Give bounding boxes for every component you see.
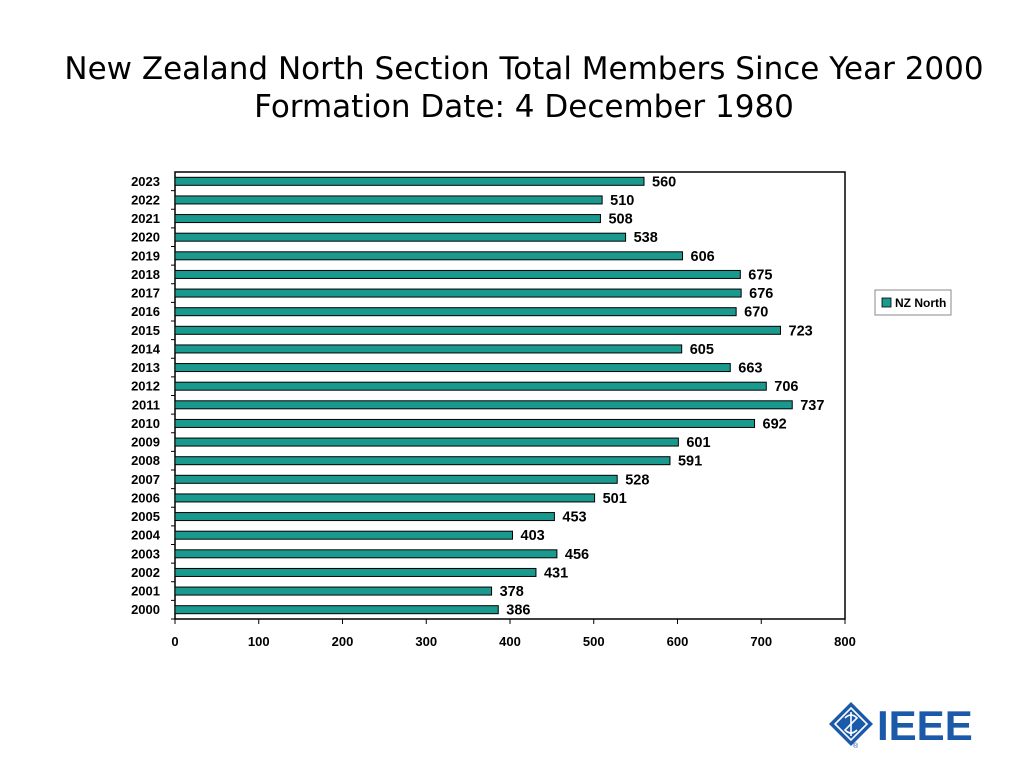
plot-area: [174, 171, 846, 620]
ieee-logo-text: IEEE: [877, 702, 973, 749]
data-label-2014: 605: [690, 342, 714, 358]
bar-2010: [174, 418, 756, 428]
y-tick-label-2007: 2007: [131, 472, 160, 487]
data-label-2004: 403: [521, 528, 545, 544]
legend-entry: NZ North: [895, 296, 946, 310]
data-label-2011: 737: [800, 398, 824, 414]
bar-2003: [174, 549, 558, 559]
bar-2013: [174, 363, 731, 373]
y-tick-label-2012: 2012: [131, 379, 160, 394]
y-tick-label-2009: 2009: [131, 435, 160, 450]
bar-2012: [174, 381, 767, 391]
bar-2021: [174, 214, 601, 224]
data-label-2005: 453: [562, 510, 586, 526]
bar-2018: [174, 269, 741, 279]
bar-2006: [174, 493, 596, 503]
y-tick-label-2010: 2010: [131, 416, 160, 431]
bar-2001: [174, 586, 493, 596]
data-label-2020: 538: [634, 230, 658, 246]
data-label-2017: 676: [749, 286, 773, 302]
data-label-2019: 606: [691, 249, 715, 265]
data-label-2013: 663: [738, 361, 762, 377]
bar-2014: [174, 344, 683, 354]
ieee-diamond-icon: [829, 702, 873, 746]
x-tick-label-800: 800: [834, 634, 856, 649]
data-label-2002: 431: [544, 565, 568, 581]
data-label-2003: 456: [565, 547, 589, 563]
chart-title-line-1: New Zealand North Section Total Members …: [64, 51, 984, 87]
bar-2015: [174, 325, 782, 335]
y-tick-label-2015: 2015: [131, 323, 160, 338]
legend: NZ North: [874, 289, 952, 316]
data-label-2018: 675: [748, 267, 772, 283]
legend-swatch: [881, 297, 892, 308]
bar-2023: [174, 176, 645, 186]
data-label-2009: 601: [686, 435, 710, 451]
ieee-logo: IEEE ®: [829, 702, 973, 750]
x-tick-label-500: 500: [583, 634, 605, 649]
data-label-2001: 378: [500, 584, 524, 600]
y-tick-label-2019: 2019: [131, 248, 160, 263]
y-tick-label-2003: 2003: [131, 546, 160, 561]
y-tick-label-2011: 2011: [132, 397, 160, 412]
bar-2022: [174, 195, 603, 205]
data-label-2016: 670: [744, 305, 768, 321]
bar-2000: [174, 605, 499, 615]
bar-2005: [174, 512, 555, 522]
bar-2011: [174, 400, 793, 410]
bar-2007: [174, 474, 618, 484]
y-tick-label-2016: 2016: [131, 304, 160, 319]
chart-title-line-2: Formation Date: 4 December 1980: [254, 89, 794, 125]
bar-2016: [174, 307, 737, 317]
y-tick-label-2014: 2014: [131, 341, 161, 356]
x-tick-label-600: 600: [667, 634, 689, 649]
y-tick-label-2001: 2001: [131, 584, 160, 599]
y-tick-label-2017: 2017: [131, 286, 160, 301]
bar-2002: [174, 567, 537, 577]
data-label-2021: 508: [608, 212, 632, 228]
y-tick-label-2008: 2008: [131, 453, 160, 468]
y-tick-label-2006: 2006: [131, 490, 160, 505]
bar-2004: [174, 530, 514, 540]
data-label-2000: 386: [506, 603, 530, 619]
data-label-2015: 723: [789, 323, 813, 339]
y-tick-label-2018: 2018: [131, 267, 160, 282]
x-tick-label-700: 700: [750, 634, 772, 649]
x-axis-ticks: 0 100 200 300 400 500 600 700 800: [171, 619, 856, 649]
y-tick-label-2021: 2021: [131, 211, 160, 226]
x-tick-label-100: 100: [248, 634, 270, 649]
y-tick-label-2020: 2020: [131, 230, 160, 245]
x-tick-label-300: 300: [415, 634, 437, 649]
data-label-2010: 692: [763, 416, 787, 432]
data-label-2007: 528: [625, 472, 649, 488]
bar-2020: [174, 232, 627, 242]
bar-2017: [174, 288, 742, 298]
data-label-2006: 501: [603, 491, 627, 507]
y-tick-label-2022: 2022: [131, 192, 160, 207]
y-tick-label-2004: 2004: [131, 528, 161, 543]
y-axis-ticks: 2000 2001 2002 2003 2004 2005 2006 2007 2008 2009…: [131, 174, 175, 620]
y-tick-label-2002: 2002: [131, 565, 160, 580]
y-tick-label-2005: 2005: [131, 509, 160, 524]
registered-mark: ®: [853, 742, 859, 750]
data-label-2008: 591: [678, 454, 702, 470]
data-label-2023: 560: [652, 174, 676, 190]
bar-2009: [174, 437, 679, 447]
x-tick-label-200: 200: [332, 634, 354, 649]
data-label-2022: 510: [610, 193, 634, 209]
bar-2008: [174, 456, 671, 466]
y-tick-label-2000: 2000: [131, 602, 160, 617]
y-tick-label-2023: 2023: [131, 174, 160, 189]
x-tick-label-0: 0: [171, 634, 178, 649]
bar-2019: [174, 251, 684, 261]
data-label-2012: 706: [774, 379, 798, 395]
x-tick-label-400: 400: [499, 634, 521, 649]
y-tick-label-2013: 2013: [131, 360, 160, 375]
